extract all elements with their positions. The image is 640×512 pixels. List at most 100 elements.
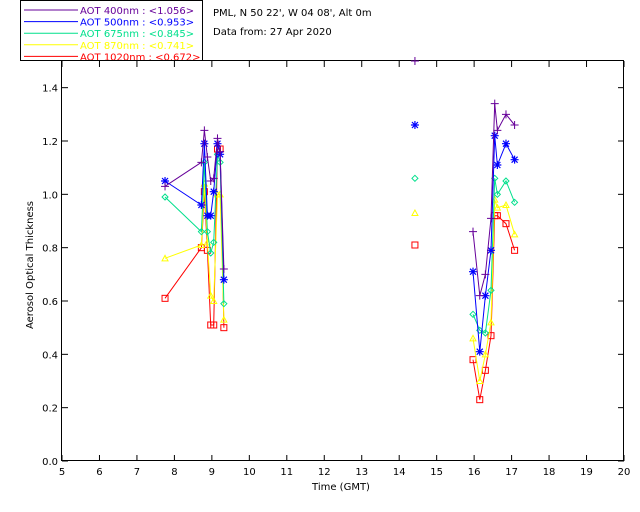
data-point	[469, 227, 478, 236]
x-tick-label: 8	[171, 467, 177, 478]
data-point	[161, 182, 170, 191]
x-tick-label: 18	[543, 467, 556, 478]
data-point	[481, 291, 490, 300]
y-tick-label: 1.4	[42, 84, 58, 95]
data-point	[481, 329, 490, 337]
y-tick-label: 0.4	[42, 350, 58, 361]
data-point	[209, 296, 218, 304]
data-point	[220, 324, 228, 332]
data-point	[219, 265, 228, 273]
x-axis: 5 6 7 8 9 10 11 12 13 14 15 16 17 18 19 20	[59, 61, 631, 478]
data-point	[219, 275, 228, 284]
data-point	[161, 294, 169, 302]
series-group	[161, 57, 519, 404]
x-tick-label: 13	[355, 467, 368, 478]
x-axis-label: Time (GMT)	[311, 482, 370, 493]
data-point	[511, 246, 519, 254]
data-point	[161, 177, 170, 185]
data-point	[206, 211, 215, 220]
data-point	[493, 161, 502, 169]
x-tick-label: 6	[96, 467, 102, 478]
data-point	[510, 121, 519, 129]
data-point	[411, 208, 419, 216]
data-point	[502, 200, 510, 208]
data-point	[487, 332, 495, 340]
data-point	[209, 187, 218, 196]
data-point	[493, 203, 502, 211]
data-point	[209, 174, 218, 183]
data-point	[469, 310, 477, 319]
data-point	[216, 147, 225, 156]
y-tick-label: 0.0	[42, 457, 58, 468]
data-point	[475, 291, 484, 300]
y-tick-label: 0.8	[42, 244, 58, 255]
y-tick-label: 1.2	[42, 137, 58, 148]
data-point	[161, 193, 169, 201]
data-point	[200, 126, 209, 135]
data-point	[210, 321, 218, 329]
data-point	[502, 177, 510, 185]
legend-entry: AOT 870nm : <0.741>	[80, 41, 194, 52]
data-point	[220, 299, 228, 308]
data-point	[486, 246, 495, 255]
data-point	[501, 139, 510, 148]
x-tick-label: 11	[280, 467, 293, 478]
series-aot-400nm	[161, 57, 519, 300]
data-point	[411, 174, 419, 183]
data-point	[200, 158, 209, 167]
data-point	[469, 267, 478, 276]
data-point	[510, 230, 519, 238]
data-point	[476, 396, 484, 404]
legend-entry: AOT 1020nm : <0.672>	[80, 52, 200, 63]
x-tick-label: 20	[618, 467, 631, 478]
y-axis: 0.0 0.2 0.4 0.6 0.8 1.0 1.2 1.4	[42, 84, 624, 468]
x-tick-label: 19	[580, 467, 593, 478]
x-tick-label: 5	[59, 467, 65, 478]
data-point	[200, 139, 209, 148]
data-point	[203, 227, 212, 236]
y-axis-label: Aerosol Optical Thickness	[25, 201, 36, 329]
data-point	[410, 57, 419, 65]
data-point	[493, 126, 502, 135]
data-point	[502, 220, 510, 228]
data-point	[197, 158, 206, 167]
legend: AOT 400nm : <1.056>AOT 500nm : <0.953>AO…	[24, 6, 200, 63]
series-aot-870nm	[161, 179, 519, 384]
data-point	[481, 270, 490, 279]
data-point	[501, 110, 510, 119]
data-point	[475, 376, 484, 384]
data-point	[210, 238, 218, 247]
legend-entry: AOT 500nm : <0.953>	[80, 18, 194, 29]
x-tick-label: 17	[505, 467, 518, 478]
x-tick-label: 12	[318, 467, 331, 478]
x-tick-label: 10	[243, 467, 256, 478]
data-point	[197, 201, 206, 209]
plot-frame	[61, 60, 624, 461]
data-point	[161, 254, 169, 262]
series-aot-1020nm	[161, 145, 519, 404]
y-tick-label: 0.6	[42, 297, 58, 308]
x-tick-label: 16	[468, 467, 481, 478]
data-point	[493, 190, 502, 199]
legend-entry: AOT 400nm : <1.056>	[80, 6, 194, 17]
data-point	[490, 99, 499, 108]
data-point	[203, 153, 212, 161]
data-point	[490, 131, 499, 140]
x-tick-label: 15	[430, 467, 443, 478]
series-line	[472, 103, 515, 296]
data-point	[469, 334, 477, 342]
x-tick-label: 7	[134, 467, 140, 478]
data-point	[220, 315, 228, 323]
date-info: Data from: 27 Apr 2020	[213, 27, 332, 38]
data-point	[207, 249, 215, 257]
legend-entry: AOT 675nm : <0.845>	[80, 29, 194, 40]
series-line	[472, 135, 516, 352]
data-point	[481, 350, 490, 358]
data-point	[510, 198, 519, 207]
data-point	[213, 134, 222, 143]
data-point	[490, 195, 499, 203]
data-point	[510, 155, 519, 164]
data-point	[487, 286, 495, 295]
data-point	[206, 291, 215, 299]
